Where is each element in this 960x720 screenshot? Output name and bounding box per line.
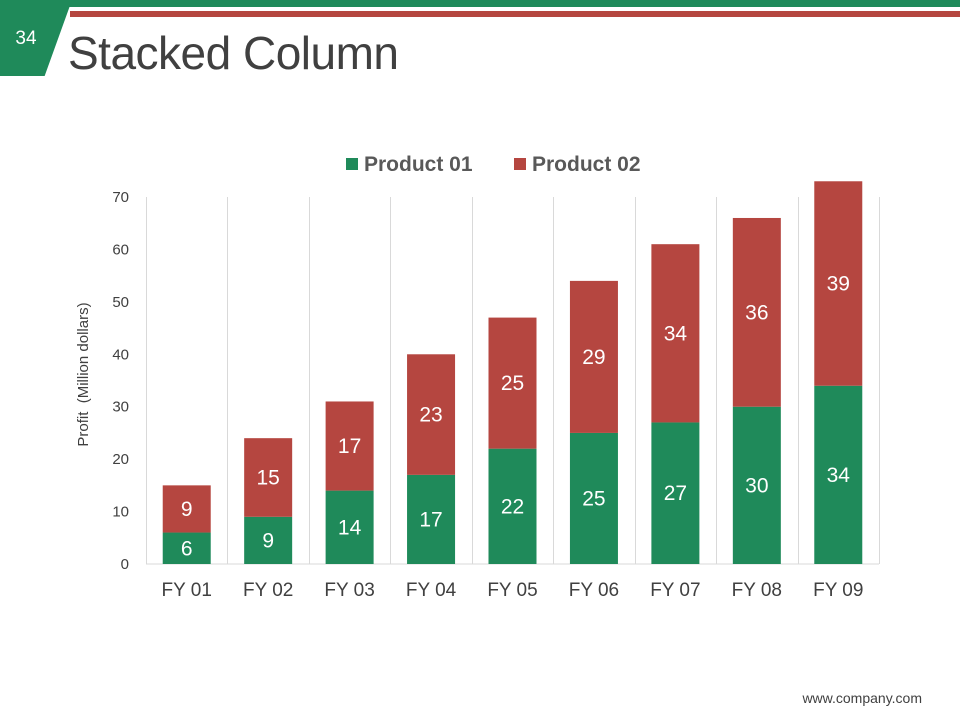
data-label: 14	[338, 516, 362, 539]
data-label: 17	[419, 508, 442, 531]
bar-product-02-2	[244, 438, 293, 517]
chart-legend: Product 01 Product 02	[346, 153, 641, 176]
bar-product-02-4	[407, 354, 456, 475]
bar-product-01-6	[569, 432, 618, 564]
x-tick-label: FY 09	[813, 580, 863, 601]
y-tick-label: 50	[112, 294, 129, 311]
data-label: 22	[501, 495, 524, 518]
x-tick-label: FY 08	[732, 580, 782, 601]
chart-bars	[162, 181, 863, 564]
data-label: 9	[262, 529, 274, 552]
bar-product-02-3	[325, 401, 374, 491]
x-tick-label: FY 05	[487, 580, 537, 601]
bar-product-01-4	[407, 474, 456, 564]
data-label: 39	[827, 273, 850, 296]
legend-swatch	[514, 158, 526, 170]
data-label: 29	[582, 346, 605, 369]
data-label: 27	[664, 482, 687, 505]
y-axis-title: Profit (Million dollars)	[75, 302, 92, 446]
slide-title: Stacked Column	[68, 27, 399, 79]
legend-swatch	[346, 158, 358, 170]
footer-url: www.company.com	[802, 690, 922, 706]
bar-product-02-8	[732, 217, 781, 407]
x-axis-tick-labels: FY 01 FY 02 FY 03 FY 04 FY 05 FY 06 FY 07 FY 08…	[162, 580, 864, 601]
y-tick-label: 70	[112, 189, 129, 206]
y-tick-label: 30	[112, 399, 129, 416]
bar-product-01-1	[162, 532, 211, 564]
x-tick-label: FY 07	[650, 580, 700, 601]
x-tick-label: FY 06	[569, 580, 619, 601]
legend-label: Product 01	[364, 153, 473, 176]
legend-label: Product 02	[532, 153, 641, 176]
bar-product-02-5	[488, 317, 537, 449]
data-label: 25	[501, 372, 524, 395]
bar-product-02-7	[651, 244, 700, 423]
y-tick-label: 40	[112, 346, 129, 363]
data-label: 23	[419, 404, 442, 427]
x-tick-label: FY 02	[243, 580, 293, 601]
bar-product-02-9	[814, 181, 863, 386]
data-label: 34	[827, 464, 851, 487]
data-labels: 6 9 9 15 14 17 17 23 22 25 25 29 27 34 30 36 34 39	[181, 273, 850, 561]
y-axis-tick-labels: 0 10 20 30 40 50 60 70	[112, 189, 129, 573]
header-accent-line-green	[0, 0, 960, 7]
x-tick-label: FY 04	[406, 580, 457, 601]
bar-product-01-3	[325, 490, 374, 564]
x-tick-label: FY 01	[162, 580, 212, 601]
data-label: 15	[256, 466, 279, 489]
data-label: 25	[582, 487, 605, 510]
bar-product-01-5	[488, 448, 537, 564]
x-tick-label: FY 03	[324, 580, 374, 601]
data-label: 9	[181, 498, 193, 521]
data-label: 6	[181, 537, 193, 560]
bar-product-01-7	[651, 422, 700, 564]
data-label: 30	[745, 474, 768, 497]
bar-product-02-1	[162, 485, 211, 533]
bar-product-01-2	[244, 516, 293, 564]
data-label: 36	[745, 301, 768, 324]
page-number: 34	[15, 28, 37, 49]
y-tick-label: 10	[112, 504, 129, 521]
header-accent-line-red	[70, 11, 960, 17]
bar-product-02-6	[569, 280, 618, 433]
y-tick-label: 20	[112, 451, 129, 468]
data-label: 34	[664, 322, 688, 345]
bar-product-01-9	[814, 385, 863, 564]
y-tick-label: 60	[112, 241, 129, 258]
data-label: 17	[338, 435, 361, 458]
bar-product-01-8	[732, 406, 781, 564]
y-tick-label: 0	[121, 556, 129, 573]
